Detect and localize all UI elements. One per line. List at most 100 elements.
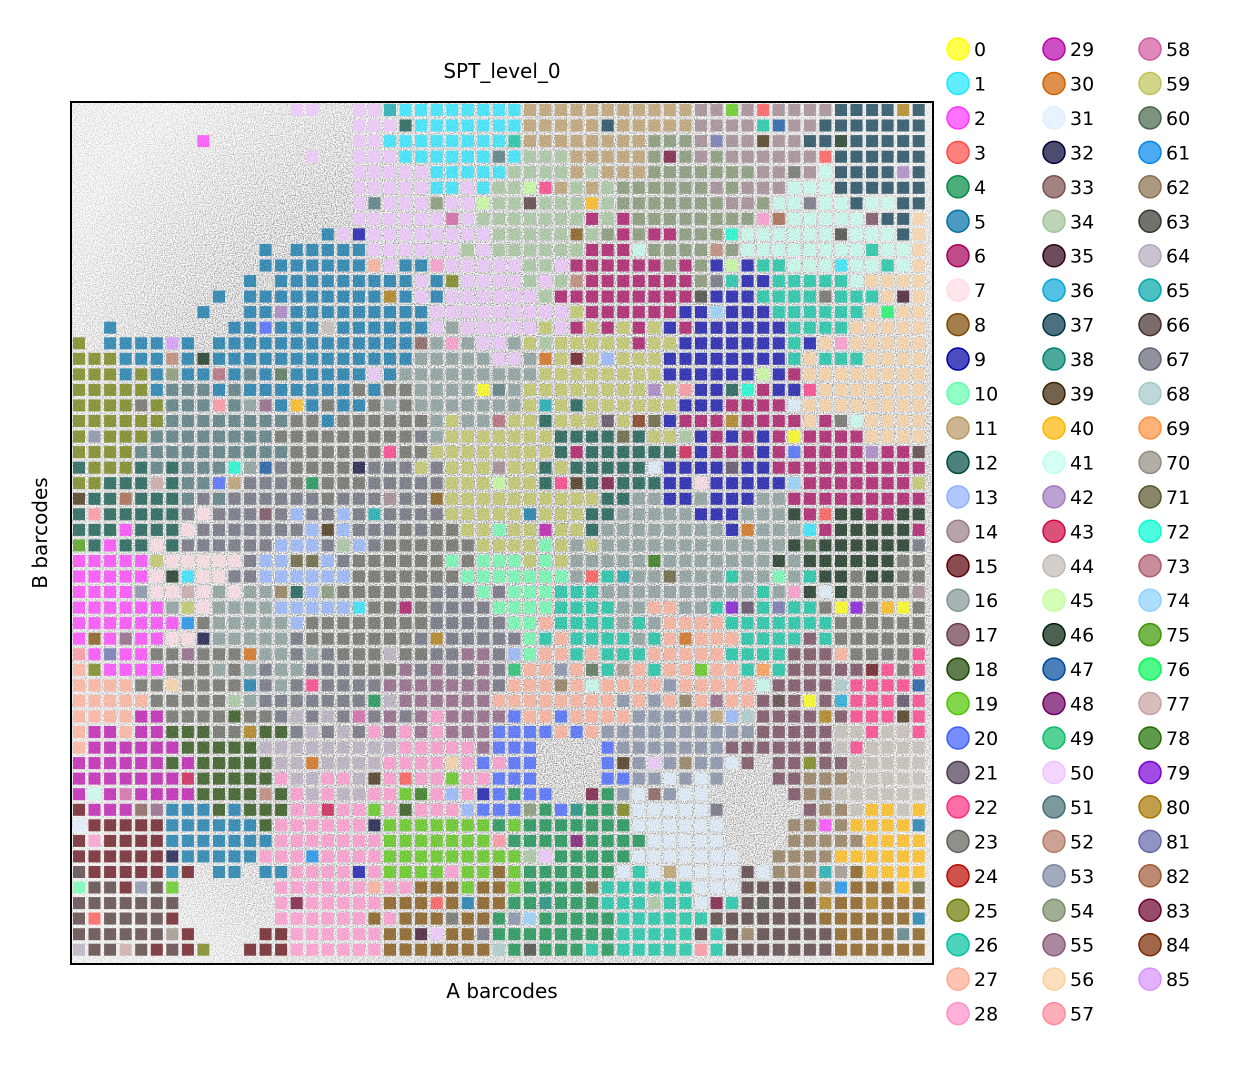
spot-cluster-51 [166, 430, 179, 443]
spot-cluster-27 [524, 694, 536, 707]
spot-cluster-28 [337, 850, 350, 863]
spot-cluster-6 [617, 244, 630, 256]
spot-cluster-5 [337, 321, 350, 334]
spot-cluster-16 [415, 399, 428, 412]
spot-cluster-5 [228, 803, 241, 816]
spot-cluster-56 [912, 212, 925, 225]
spot-cluster-16 [492, 399, 505, 412]
spot-cluster-10 [508, 586, 521, 598]
spot-cluster-4 [508, 943, 521, 956]
spot-cluster-50 [415, 228, 428, 241]
spot-cluster-31 [695, 834, 707, 847]
spot-cluster-6 [788, 461, 801, 474]
legend-marker-7 [946, 278, 970, 302]
spot-cluster-50 [492, 352, 505, 365]
spot-cluster-59 [617, 337, 630, 350]
spot-cluster-66 [104, 943, 117, 956]
spot-cluster-59 [524, 383, 536, 396]
spot-cluster-19 [430, 819, 443, 832]
spot-cluster-31 [695, 850, 707, 863]
spot-cluster-18 [275, 726, 288, 738]
spot-cluster-18 [275, 788, 288, 801]
spot-cluster-9 [772, 368, 785, 381]
spot-cluster-29 [73, 772, 85, 785]
spot-cluster-5 [337, 259, 350, 272]
spot-cluster-28 [430, 726, 443, 738]
spot-cluster-23 [399, 399, 412, 412]
spot-cluster-59 [617, 321, 630, 334]
spot-cluster-28 [415, 772, 428, 785]
spot-cluster-44 [321, 321, 334, 334]
spot-cluster-5 [228, 368, 241, 381]
legend-label-11: 11 [974, 418, 998, 440]
legend-label-77: 77 [1166, 694, 1190, 716]
spot-cluster-4 [539, 803, 552, 816]
spot-cluster-41 [803, 212, 816, 225]
spot-cluster-16 [695, 570, 707, 583]
spot-cluster-16 [508, 399, 521, 412]
spot-cluster-28 [306, 803, 319, 816]
legend-marker-45 [1042, 588, 1066, 612]
spot-cluster-27 [726, 632, 739, 645]
spot-cluster-37 [912, 135, 925, 148]
spot-cluster-23 [850, 586, 863, 598]
spot-cluster-5 [275, 259, 288, 272]
spot-cluster-56 [850, 321, 863, 334]
spot-cluster-12 [104, 523, 117, 536]
spot-cluster-29 [150, 757, 163, 770]
spot-cluster-26 [741, 617, 754, 630]
spot-cluster-20 [508, 726, 521, 738]
spot-cluster-16 [695, 555, 707, 567]
spot-cluster-51 [897, 928, 910, 941]
spot-cluster-41 [881, 197, 894, 210]
legend-entry-6: 6 [946, 243, 986, 268]
spot-cluster-7 [197, 555, 210, 567]
spot-cluster-5 [337, 290, 350, 303]
spot-cluster-23 [368, 399, 381, 412]
spot-cluster-19 [384, 819, 396, 832]
spot-cluster-14 [757, 181, 770, 194]
spot-cluster-12 [73, 461, 85, 474]
spot-cluster-5 [384, 275, 396, 288]
spot-cluster-28 [399, 726, 412, 738]
spot-cluster-59 [555, 352, 567, 365]
spot-cluster-57 [73, 648, 85, 661]
spot-cluster-34 [539, 166, 552, 179]
legend-label-47: 47 [1070, 659, 1094, 681]
spot-cluster-16 [772, 539, 785, 552]
spot-cluster-66 [73, 928, 85, 941]
spot-cluster-30 [741, 523, 754, 536]
legend-entry-23: 23 [946, 829, 998, 853]
spot-cluster-56 [819, 399, 832, 412]
spot-cluster-16 [259, 617, 272, 630]
spot-cluster-26 [710, 943, 723, 956]
spot-cluster-15 [259, 928, 272, 941]
spot-cluster-4 [555, 928, 567, 941]
spot-cluster-8 [492, 897, 505, 910]
spot-cluster-56 [881, 368, 894, 381]
spot-cluster-12 [601, 430, 614, 443]
spot-cluster-5 [119, 352, 132, 365]
legend-entry-70: 70 [1138, 450, 1190, 474]
spot-cluster-67 [384, 477, 396, 490]
spot-cluster-14 [695, 135, 707, 148]
spot-cluster-27 [586, 726, 599, 738]
spot-cluster-1 [492, 135, 505, 148]
spot-cluster-37 [835, 166, 847, 179]
legend-label-33: 33 [1070, 177, 1094, 199]
spot-cluster-59 [555, 555, 567, 567]
spot-cluster-56 [897, 399, 910, 412]
legend-entry-15: 15 [946, 554, 998, 578]
spot-cluster-40 [897, 866, 910, 878]
spot-cluster-66 [166, 943, 179, 956]
spot-cluster-74 [524, 912, 536, 925]
spot-cluster-71 [586, 881, 599, 894]
spot-cluster-12 [73, 523, 85, 536]
spot-cluster-83 [290, 897, 303, 910]
spot-cluster-2 [119, 570, 132, 583]
spot-cluster-40 [866, 866, 879, 878]
spot-cluster-62 [803, 850, 816, 863]
spot-cluster-18 [244, 757, 257, 770]
spot-cluster-6 [663, 290, 676, 303]
legend-label-85: 85 [1166, 969, 1190, 991]
